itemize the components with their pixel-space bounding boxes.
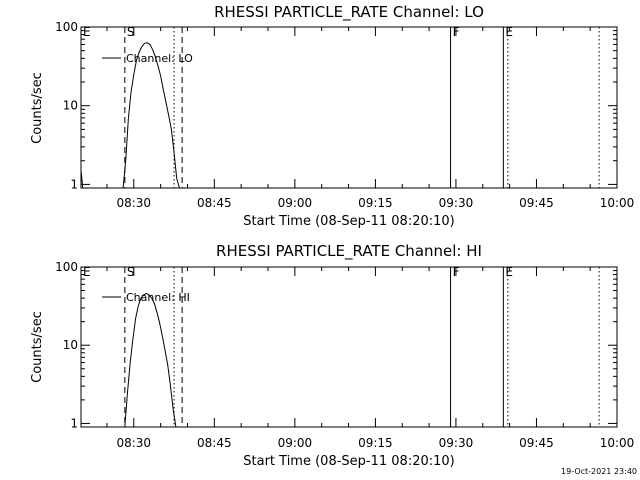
x-tick-label: 09:45	[519, 436, 554, 450]
x-tick-label: 08:45	[197, 436, 232, 450]
x-tick-label: 09:00	[278, 436, 313, 450]
x-tick-label: 09:00	[278, 196, 313, 210]
legend-label-lo: Channel: LO	[126, 52, 193, 65]
y-axis-label-lo: Counts/sec	[30, 72, 45, 144]
x-tick-label: 09:15	[358, 436, 393, 450]
data-series-line	[124, 292, 177, 428]
y-tick-label: 1	[70, 416, 78, 430]
y-axis-label-hi: Counts/sec	[30, 311, 45, 383]
x-tick-label: 09:15	[358, 196, 393, 210]
x-tick-label: 10:00	[600, 436, 635, 450]
event-marker-label: E	[83, 25, 91, 39]
event-marker-label: E	[83, 265, 91, 279]
x-tick-label: 08:45	[197, 196, 232, 210]
x-axis-label-lo: Start Time (08-Sep-11 08:20:10)	[243, 214, 454, 229]
x-tick-label: 09:30	[439, 196, 474, 210]
event-marker-label: S	[127, 265, 135, 279]
data-series-line	[80, 42, 180, 189]
event-marker-label: E	[505, 265, 513, 279]
y-tick-label: 10	[63, 99, 78, 113]
x-tick-label: 08:30	[116, 436, 151, 450]
legend-label-hi: Channel: HI	[126, 291, 190, 304]
y-tick-label: 10	[63, 338, 78, 352]
chart-title-hi: RHESSI PARTICLE_RATE Channel: HI	[216, 242, 482, 261]
x-tick-label: 09:45	[519, 196, 554, 210]
y-tick-label: 100	[55, 260, 78, 274]
y-tick-label: 100	[55, 20, 78, 34]
event-marker-label: F	[453, 25, 460, 39]
x-tick-label: 09:30	[439, 436, 474, 450]
generation-timestamp: 19-Oct-2021 23:40	[561, 467, 637, 476]
event-marker-label: F	[453, 265, 460, 279]
y-tick-label: 1	[70, 177, 78, 191]
x-tick-label: 10:00	[600, 196, 635, 210]
chart-title-lo: RHESSI PARTICLE_RATE Channel: LO	[214, 3, 484, 22]
lo-channel-panel: RHESSI PARTICLE_RATE Channel: LO Start T…	[30, 3, 634, 229]
event-marker-label: E	[505, 25, 513, 39]
x-tick-label: 08:30	[116, 196, 151, 210]
x-axis-label-hi: Start Time (08-Sep-11 08:20:10)	[243, 454, 454, 469]
hi-channel-panel: RHESSI PARTICLE_RATE Channel: HI Start T…	[30, 242, 634, 469]
event-marker-label: S	[127, 25, 135, 39]
